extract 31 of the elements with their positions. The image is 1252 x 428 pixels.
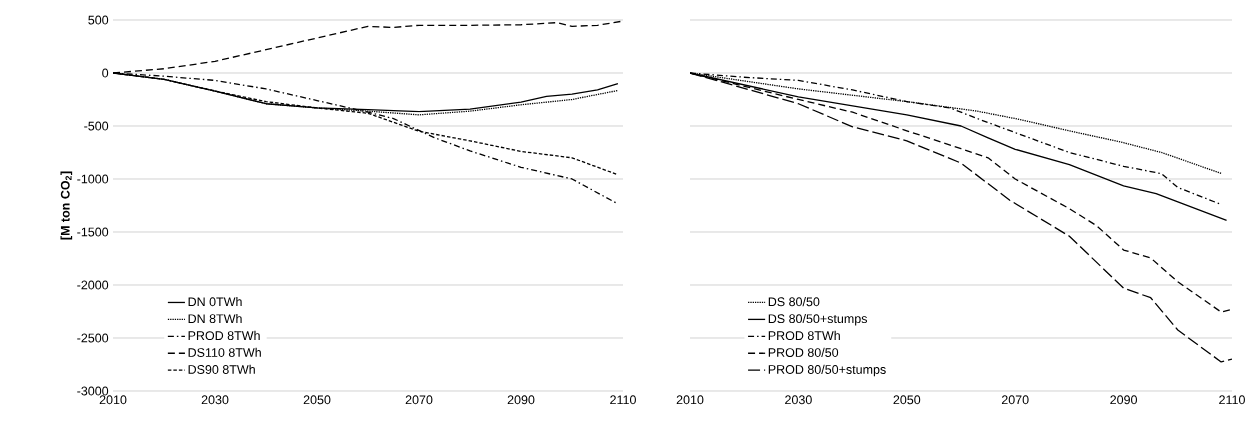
x-tick-label: 2070 (405, 395, 433, 405)
legend-label: PROD 80/50+stumps (768, 364, 886, 377)
x-tick-label: 2110 (1219, 395, 1245, 405)
y-tick-label: 500 (88, 15, 109, 25)
x-tick-label: 2010 (99, 395, 127, 405)
legend-label: PROD 8TWh (768, 330, 840, 341)
y-axis-title: [M ton CO$_{2}$] (60, 171, 73, 240)
y-tick-label: -500 (84, 121, 109, 131)
legend-label: DN 8TWh (188, 313, 242, 324)
y-tick-label: -3000 (77, 386, 109, 396)
x-tick-label: 2070 (1001, 395, 1029, 405)
x-tick-label: 2050 (893, 395, 921, 405)
y-tick-label: 0 (102, 68, 109, 78)
x-tick-label: 2090 (1110, 395, 1138, 405)
x-tick-label: 2090 (507, 395, 535, 405)
legend-label: PROD 80/50 (768, 347, 839, 357)
legend-label: DS110 8TWh (188, 347, 261, 357)
y-tick-label: -2000 (77, 280, 109, 290)
y-tick-label: -1000 (77, 174, 109, 184)
legend-label: DN 0TWh (188, 296, 242, 307)
x-tick-label: 2030 (785, 395, 812, 405)
legend-label: PROD 8TWh (188, 330, 260, 341)
y-tick-label: -2500 (77, 333, 109, 343)
x-tick-label: 2010 (676, 395, 704, 405)
x-tick-label: 2110 (610, 395, 636, 405)
legend-label: DS90 8TWh (188, 364, 255, 374)
x-tick-label: 2030 (201, 395, 229, 405)
legend-label: DS 80/50 (768, 296, 820, 307)
y-tick-label: -1500 (77, 227, 109, 237)
x-tick-label: 2050 (303, 395, 331, 405)
legend-label: DS 80/50+stumps (768, 313, 868, 326)
